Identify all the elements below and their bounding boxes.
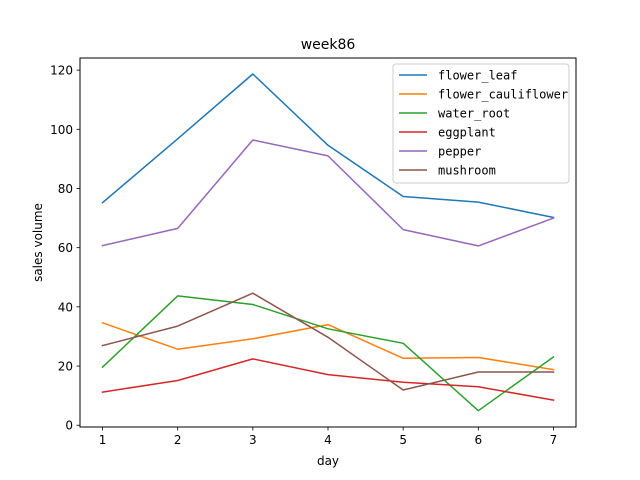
y-tick-label: 120 [50, 64, 73, 78]
x-tick-label: 1 [99, 433, 107, 447]
x-tick-label: 3 [249, 433, 257, 447]
legend-item-pepper: pepper [399, 145, 481, 159]
x-tick-label: 6 [474, 433, 482, 447]
y-tick-label: 80 [58, 182, 73, 196]
series-group [101, 73, 555, 412]
series-line-pepper [101, 139, 555, 247]
legend-label: flower_leaf [438, 69, 517, 83]
x-tick-label: 4 [324, 433, 332, 447]
legend-item-water_root: water_root [399, 107, 510, 121]
y-tick-label: 0 [65, 419, 73, 433]
legend-frame [392, 63, 570, 184]
legend-label: mushroom [438, 164, 496, 178]
legend: flower_leaf flower_cauliflower water_roote… [392, 63, 570, 184]
series-line-mushroom [101, 292, 555, 391]
y-axis: 0 20 40 60 80 100 120 [50, 64, 80, 433]
x-axis: 1 2 3 4 5 6 7 [99, 427, 558, 447]
legend-item-flower_cauliflower: flower_cauliflower [399, 88, 568, 102]
x-tick-label: 5 [399, 433, 407, 447]
y-tick-label: 60 [58, 241, 73, 255]
y-axis-label: sales volume [31, 203, 45, 282]
legend-label: pepper [438, 145, 481, 159]
legend-label: flower_cauliflower [438, 88, 568, 102]
y-tick-label: 20 [58, 360, 73, 374]
legend-item-flower_leaf: flower_leaf [399, 69, 517, 83]
series-line-eggplant [101, 358, 555, 401]
y-tick-label: 40 [58, 300, 73, 314]
legend-item-mushroom: mushroom [399, 164, 496, 178]
legend-label: eggplant [438, 126, 496, 140]
series-line-flower_leaf [101, 73, 555, 219]
legend-label: water_root [438, 107, 510, 121]
series-line-flower_cauliflower [101, 321, 555, 371]
x-tick-label: 2 [174, 433, 182, 447]
chart-title: week86 [301, 37, 356, 53]
series-line-water_root [101, 295, 555, 412]
x-axis-label: day [317, 454, 339, 468]
legend-item-eggplant: eggplant [399, 126, 496, 140]
y-tick-label: 100 [50, 123, 73, 137]
x-tick-label: 7 [550, 433, 558, 447]
